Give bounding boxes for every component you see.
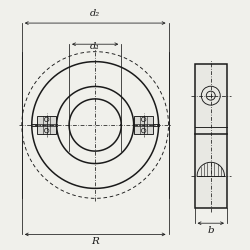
Bar (194, 64, 227, 208)
Bar (37, 116, 56, 134)
Text: R: R (91, 237, 99, 246)
Text: b: b (208, 226, 214, 235)
Text: d₁: d₁ (90, 42, 100, 51)
Bar (134, 116, 153, 134)
Text: d₂: d₂ (90, 9, 100, 18)
